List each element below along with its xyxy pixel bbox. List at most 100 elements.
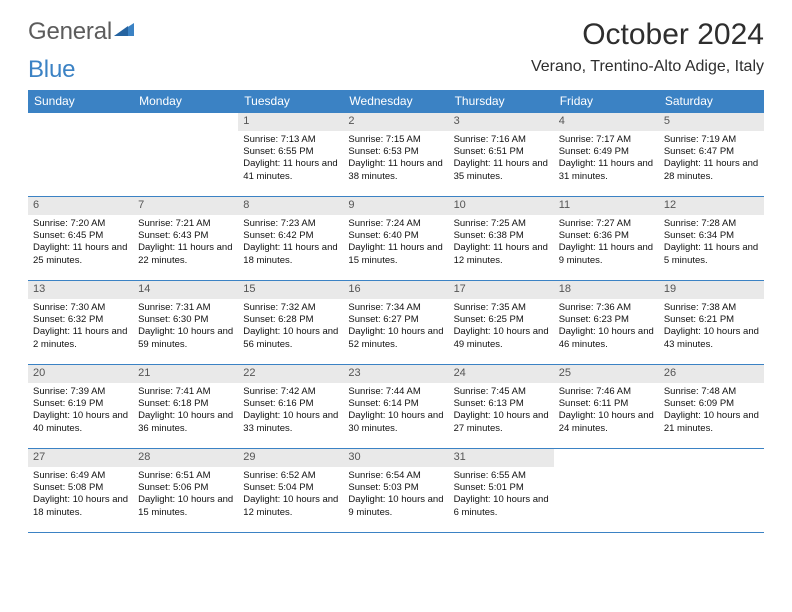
daylight-text: Daylight: 11 hours and 41 minutes. xyxy=(243,158,338,183)
sunset-text: Sunset: 6:13 PM xyxy=(454,398,549,410)
sunset-text: Sunset: 6:16 PM xyxy=(243,398,338,410)
sunset-text: Sunset: 6:11 PM xyxy=(559,398,654,410)
daylight-text: Daylight: 11 hours and 25 minutes. xyxy=(33,242,128,267)
calendar-empty-cell xyxy=(659,449,764,533)
daylight-text: Daylight: 10 hours and 30 minutes. xyxy=(348,410,443,435)
day-number: 23 xyxy=(343,365,448,383)
sunrise-text: Sunrise: 7:48 AM xyxy=(664,386,759,398)
sunrise-text: Sunrise: 7:21 AM xyxy=(138,218,233,230)
day-number: 18 xyxy=(554,281,659,299)
sunrise-text: Sunrise: 7:42 AM xyxy=(243,386,338,398)
weekday-header: Thursday xyxy=(449,90,554,113)
sunrise-text: Sunrise: 7:27 AM xyxy=(559,218,654,230)
day-info: Sunrise: 7:17 AMSunset: 6:49 PMDaylight:… xyxy=(559,134,654,183)
weekday-header: Monday xyxy=(133,90,238,113)
calendar-week-row: 1Sunrise: 7:13 AMSunset: 6:55 PMDaylight… xyxy=(28,113,764,197)
calendar-day-cell: 4 Sunrise: 7:17 AMSunset: 6:49 PMDaylight… xyxy=(554,113,659,197)
day-info: Sunrise: 7:48 AMSunset: 6:09 PMDaylight:… xyxy=(664,386,759,435)
day-number: 2 xyxy=(343,113,448,131)
sunrise-text: Sunrise: 6:49 AM xyxy=(33,470,128,482)
calendar-day-cell: 17Sunrise: 7:35 AMSunset: 6:25 PMDayligh… xyxy=(449,281,554,365)
day-info: Sunrise: 7:23 AMSunset: 6:42 PMDaylight:… xyxy=(243,218,338,267)
day-number: 4 xyxy=(554,113,659,131)
sunrise-text: Sunrise: 7:36 AM xyxy=(559,302,654,314)
calendar-day-cell: 26Sunrise: 7:48 AMSunset: 6:09 PMDayligh… xyxy=(659,365,764,449)
calendar-day-cell: 6 Sunrise: 7:20 AMSunset: 6:45 PMDaylight… xyxy=(28,197,133,281)
daylight-text: Daylight: 10 hours and 27 minutes. xyxy=(454,410,549,435)
daylight-text: Daylight: 10 hours and 43 minutes. xyxy=(664,326,759,351)
calendar-day-cell: 27Sunrise: 6:49 AMSunset: 5:08 PMDayligh… xyxy=(28,449,133,533)
day-info: Sunrise: 7:13 AMSunset: 6:55 PMDaylight:… xyxy=(243,134,338,183)
calendar-week-row: 27Sunrise: 6:49 AMSunset: 5:08 PMDayligh… xyxy=(28,449,764,533)
day-number: 16 xyxy=(343,281,448,299)
daylight-text: Daylight: 11 hours and 5 minutes. xyxy=(664,242,759,267)
day-number: 5 xyxy=(659,113,764,131)
day-number: 15 xyxy=(238,281,343,299)
daylight-text: Daylight: 11 hours and 2 minutes. xyxy=(33,326,128,351)
daylight-text: Daylight: 10 hours and 18 minutes. xyxy=(33,494,128,519)
calendar-week-row: 6 Sunrise: 7:20 AMSunset: 6:45 PMDaylight… xyxy=(28,197,764,281)
calendar-empty-cell xyxy=(133,113,238,197)
sunrise-text: Sunrise: 7:44 AM xyxy=(348,386,443,398)
day-number: 12 xyxy=(659,197,764,215)
sunset-text: Sunset: 6:43 PM xyxy=(138,230,233,242)
sunrise-text: Sunrise: 7:46 AM xyxy=(559,386,654,398)
weekday-row: SundayMondayTuesdayWednesdayThursdayFrid… xyxy=(28,90,764,113)
sunrise-text: Sunrise: 7:32 AM xyxy=(243,302,338,314)
sunrise-text: Sunrise: 7:17 AM xyxy=(559,134,654,146)
day-info: Sunrise: 6:49 AMSunset: 5:08 PMDaylight:… xyxy=(33,470,128,519)
day-info: Sunrise: 6:54 AMSunset: 5:03 PMDaylight:… xyxy=(348,470,443,519)
sunrise-text: Sunrise: 7:19 AM xyxy=(664,134,759,146)
day-info: Sunrise: 7:20 AMSunset: 6:45 PMDaylight:… xyxy=(33,218,128,267)
calendar-day-cell: 16Sunrise: 7:34 AMSunset: 6:27 PMDayligh… xyxy=(343,281,448,365)
day-info: Sunrise: 6:51 AMSunset: 5:06 PMDaylight:… xyxy=(138,470,233,519)
sunset-text: Sunset: 6:21 PM xyxy=(664,314,759,326)
day-info: Sunrise: 7:39 AMSunset: 6:19 PMDaylight:… xyxy=(33,386,128,435)
sunset-text: Sunset: 5:04 PM xyxy=(243,482,338,494)
calendar-day-cell: 8Sunrise: 7:23 AMSunset: 6:42 PMDaylight… xyxy=(238,197,343,281)
calendar-week-row: 20Sunrise: 7:39 AMSunset: 6:19 PMDayligh… xyxy=(28,365,764,449)
sunset-text: Sunset: 6:38 PM xyxy=(454,230,549,242)
sunrise-text: Sunrise: 7:13 AM xyxy=(243,134,338,146)
sunset-text: Sunset: 6:47 PM xyxy=(664,146,759,158)
day-number: 21 xyxy=(133,365,238,383)
day-number: 10 xyxy=(449,197,554,215)
sunset-text: Sunset: 5:03 PM xyxy=(348,482,443,494)
day-info: Sunrise: 7:38 AMSunset: 6:21 PMDaylight:… xyxy=(664,302,759,351)
sunset-text: Sunset: 6:28 PM xyxy=(243,314,338,326)
calendar-table: SundayMondayTuesdayWednesdayThursdayFrid… xyxy=(28,90,764,533)
daylight-text: Daylight: 11 hours and 15 minutes. xyxy=(348,242,443,267)
day-number: 31 xyxy=(449,449,554,467)
weekday-header: Saturday xyxy=(659,90,764,113)
day-info: Sunrise: 7:42 AMSunset: 6:16 PMDaylight:… xyxy=(243,386,338,435)
calendar-week-row: 13Sunrise: 7:30 AMSunset: 6:32 PMDayligh… xyxy=(28,281,764,365)
day-number: 6 xyxy=(28,197,133,215)
day-number: 3 xyxy=(449,113,554,131)
sunset-text: Sunset: 6:14 PM xyxy=(348,398,443,410)
sunset-text: Sunset: 6:34 PM xyxy=(664,230,759,242)
calendar-day-cell: 9Sunrise: 7:24 AMSunset: 6:40 PMDaylight… xyxy=(343,197,448,281)
weekday-header: Tuesday xyxy=(238,90,343,113)
day-info: Sunrise: 7:41 AMSunset: 6:18 PMDaylight:… xyxy=(138,386,233,435)
daylight-text: Daylight: 11 hours and 18 minutes. xyxy=(243,242,338,267)
daylight-text: Daylight: 10 hours and 49 minutes. xyxy=(454,326,549,351)
day-info: Sunrise: 7:45 AMSunset: 6:13 PMDaylight:… xyxy=(454,386,549,435)
daylight-text: Daylight: 11 hours and 12 minutes. xyxy=(454,242,549,267)
day-number: 9 xyxy=(343,197,448,215)
day-number: 14 xyxy=(133,281,238,299)
weekday-header: Sunday xyxy=(28,90,133,113)
day-info: Sunrise: 7:28 AMSunset: 6:34 PMDaylight:… xyxy=(664,218,759,267)
day-info: Sunrise: 7:36 AMSunset: 6:23 PMDaylight:… xyxy=(559,302,654,351)
sunset-text: Sunset: 6:40 PM xyxy=(348,230,443,242)
day-info: Sunrise: 7:27 AMSunset: 6:36 PMDaylight:… xyxy=(559,218,654,267)
day-info: Sunrise: 7:19 AMSunset: 6:47 PMDaylight:… xyxy=(664,134,759,183)
calendar-day-cell: 31Sunrise: 6:55 AMSunset: 5:01 PMDayligh… xyxy=(449,449,554,533)
logo-word2: Blue xyxy=(28,56,75,84)
logo-triangle-icon xyxy=(114,20,134,36)
month-title: October 2024 xyxy=(531,18,764,52)
day-number: 13 xyxy=(28,281,133,299)
calendar-day-cell: 30Sunrise: 6:54 AMSunset: 5:03 PMDayligh… xyxy=(343,449,448,533)
daylight-text: Daylight: 11 hours and 28 minutes. xyxy=(664,158,759,183)
sunrise-text: Sunrise: 7:34 AM xyxy=(348,302,443,314)
daylight-text: Daylight: 10 hours and 46 minutes. xyxy=(559,326,654,351)
